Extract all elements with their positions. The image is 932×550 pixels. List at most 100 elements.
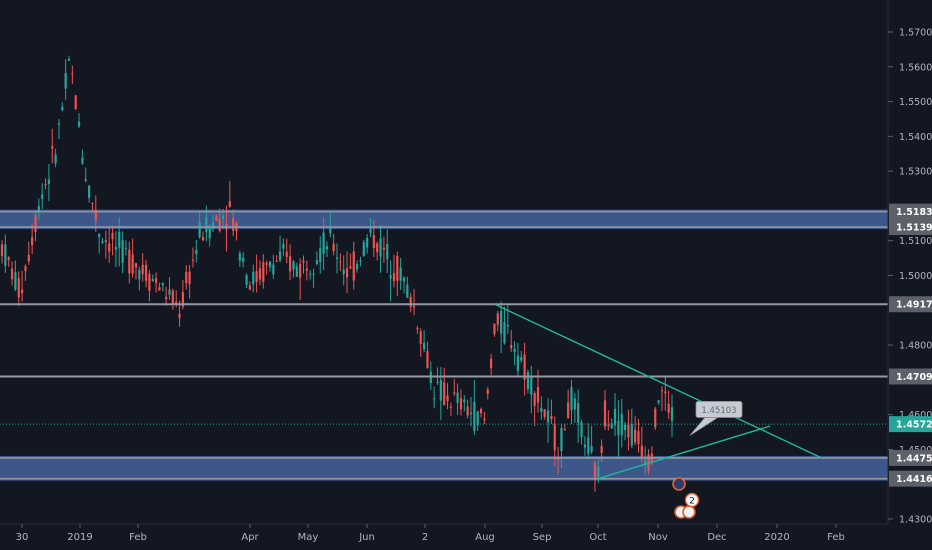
candle [108, 228, 111, 263]
candle-body [37, 205, 40, 213]
candle [81, 149, 84, 165]
candle [319, 236, 322, 274]
candle-body [392, 273, 396, 281]
price-callout[interactable]: 1.45103 [689, 401, 743, 436]
candle [339, 253, 342, 272]
candle [352, 241, 355, 290]
candle [342, 255, 345, 286]
candle [155, 272, 158, 293]
candle [573, 392, 576, 423]
candle-body [416, 328, 419, 330]
candle-body [443, 382, 446, 406]
candle-body [201, 236, 205, 241]
candle-body [27, 255, 30, 262]
price-label: 1.45727 [896, 420, 932, 431]
candle [171, 288, 174, 310]
candle-body [376, 243, 379, 253]
candle-body [295, 266, 298, 277]
candle [667, 390, 670, 419]
candle-body [644, 460, 647, 465]
candle [61, 102, 64, 112]
callout-label: 1.45103 [701, 406, 736, 416]
candle [24, 264, 27, 281]
candle-body [382, 247, 385, 250]
candle [211, 214, 215, 232]
candle [138, 266, 141, 291]
candle-body [114, 246, 117, 250]
price-label-box [889, 470, 932, 487]
candle [349, 253, 352, 270]
candle [610, 418, 613, 429]
price-tick-label: 1.51000 [899, 236, 932, 247]
candle-body [627, 425, 630, 438]
candle-body [319, 248, 322, 263]
candle [84, 167, 87, 183]
candle [17, 271, 20, 307]
candle-body [54, 154, 57, 164]
candle-body [31, 236, 34, 246]
candle [131, 238, 134, 278]
candle [248, 281, 251, 291]
candle [483, 411, 486, 425]
candle [607, 410, 610, 431]
price-tick-label: 1.50000 [899, 271, 932, 282]
candle [332, 233, 335, 256]
candle [362, 239, 365, 257]
candle [218, 208, 221, 233]
price-tick-label: 1.54000 [899, 132, 932, 143]
time-tick-label: 2019 [67, 532, 92, 543]
event-count-label[interactable]: 2 [689, 497, 695, 507]
candle-body [98, 234, 101, 238]
candle [587, 423, 590, 460]
candle-body [265, 263, 268, 265]
candle-body [51, 146, 54, 149]
candle [275, 255, 278, 262]
candle-body [536, 387, 540, 403]
event-flag-icon[interactable] [672, 477, 686, 491]
candle-body [309, 273, 312, 275]
candle-body [329, 227, 332, 234]
candle [94, 195, 97, 232]
candle [670, 394, 674, 437]
candle [570, 379, 573, 425]
time-tick-label: Jun [358, 532, 375, 543]
candle-body [124, 247, 128, 249]
candle [657, 399, 660, 405]
candle-body [195, 250, 198, 255]
candle [359, 256, 362, 267]
candle [386, 229, 389, 273]
candle [389, 260, 392, 302]
candle-body [94, 210, 97, 221]
candle-body [583, 444, 586, 448]
trendline-upper [494, 303, 823, 459]
price-label: 1.47096 [896, 372, 932, 383]
time-axis[interactable]: 30 2019 Feb Apr May Jun 2 Aug Sep Oct Nov Dec 2020 Fe… [16, 524, 845, 543]
candle-body [205, 217, 208, 233]
candle [289, 244, 292, 280]
price-tick-label: 1.43000 [899, 515, 932, 526]
event-count-badge[interactable] [684, 492, 700, 508]
price-label-box [889, 219, 932, 236]
candle-body [285, 251, 288, 258]
candle-body [402, 277, 406, 282]
candle-body [315, 260, 318, 264]
candle [496, 310, 499, 332]
candle-body [111, 233, 114, 240]
candle [91, 202, 94, 213]
candle [37, 198, 40, 220]
candle-body [657, 400, 660, 403]
candle-body [372, 235, 375, 249]
candle [530, 366, 533, 414]
candle-body [77, 121, 81, 127]
candle [74, 94, 77, 111]
candle [195, 239, 198, 263]
event-markers[interactable]: 2 [672, 477, 700, 519]
candle [31, 223, 34, 254]
candle [14, 260, 17, 292]
candle [148, 270, 151, 302]
event-dividend-icon[interactable] [682, 505, 696, 519]
candle [593, 460, 597, 492]
candle-body [446, 395, 449, 401]
candle [345, 251, 349, 294]
